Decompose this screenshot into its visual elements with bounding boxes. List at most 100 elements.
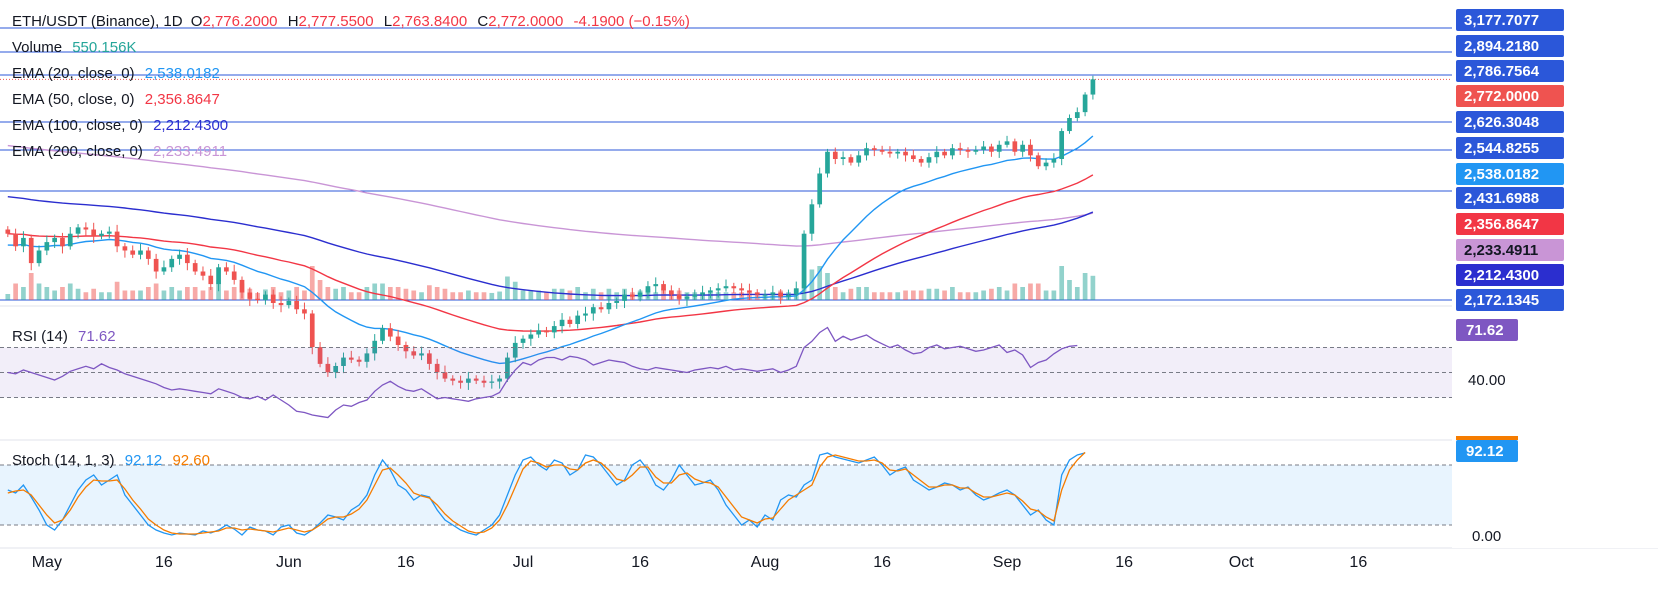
rsi-label: RSI (14) bbox=[12, 328, 68, 345]
candle-body bbox=[106, 231, 112, 234]
volume-bar bbox=[856, 287, 862, 300]
candle-body bbox=[481, 380, 487, 383]
candle-body bbox=[895, 151, 901, 154]
candle bbox=[341, 352, 346, 374]
candle bbox=[926, 152, 932, 168]
candle bbox=[1051, 153, 1057, 168]
volume-legend: Volume 550.156K bbox=[12, 39, 142, 57]
price-axis-label: 2,626.3048 bbox=[1456, 111, 1564, 133]
candle-body bbox=[989, 146, 994, 152]
candle-body bbox=[973, 149, 979, 152]
candle bbox=[536, 323, 541, 338]
candle bbox=[747, 283, 752, 300]
volume-bar bbox=[653, 292, 659, 300]
volume-bar bbox=[965, 292, 971, 300]
rsi-legend: RSI (14) 71.62 bbox=[12, 328, 122, 346]
candle bbox=[153, 253, 159, 279]
candle bbox=[973, 145, 979, 155]
candle bbox=[871, 145, 877, 157]
candle bbox=[380, 324, 385, 345]
price-axis-label-bg bbox=[1456, 137, 1564, 159]
candle-body bbox=[75, 227, 81, 234]
volume-bar bbox=[224, 290, 229, 300]
candle-body bbox=[403, 344, 409, 352]
candle-body bbox=[778, 292, 783, 297]
candle-body bbox=[247, 292, 253, 299]
candle bbox=[598, 302, 604, 313]
close-value: 2,772.0000 bbox=[488, 13, 564, 30]
candle bbox=[83, 222, 89, 236]
candle-body bbox=[395, 336, 401, 345]
price-axis-label: 2,431.6988 bbox=[1456, 187, 1564, 209]
candle-body bbox=[83, 227, 89, 230]
candle bbox=[325, 357, 331, 377]
volume-bar bbox=[497, 291, 502, 300]
candle bbox=[520, 335, 526, 349]
candle-body bbox=[192, 263, 198, 272]
candle-body bbox=[832, 151, 838, 159]
volume-bar bbox=[60, 287, 65, 300]
volume-bar bbox=[1004, 290, 1010, 300]
candle-body bbox=[99, 233, 104, 236]
volume-bar bbox=[231, 287, 237, 300]
candle-body bbox=[629, 294, 635, 297]
candle bbox=[403, 341, 409, 359]
candle bbox=[965, 147, 971, 158]
candle bbox=[754, 289, 760, 298]
candle-body bbox=[161, 267, 167, 272]
candle bbox=[270, 289, 276, 309]
candle bbox=[957, 142, 963, 156]
candle bbox=[28, 234, 34, 271]
ema20-line bbox=[7, 135, 1094, 365]
price-axis-label-text: 2,772.0000 bbox=[1464, 88, 1539, 105]
candle bbox=[575, 310, 581, 329]
candle bbox=[739, 283, 744, 297]
candle-body bbox=[309, 313, 315, 348]
volume-bar bbox=[911, 290, 916, 300]
candle-body bbox=[278, 302, 284, 306]
candle bbox=[723, 279, 729, 292]
volume-bar bbox=[981, 290, 986, 300]
candle bbox=[786, 289, 791, 301]
candle-body bbox=[950, 148, 955, 156]
candle bbox=[427, 350, 432, 370]
candle-body bbox=[1067, 117, 1072, 132]
stoch-k-value: 92.12 bbox=[124, 452, 163, 469]
candle-body bbox=[598, 307, 604, 310]
candle bbox=[825, 148, 830, 178]
candle bbox=[544, 326, 549, 338]
candle-body bbox=[91, 229, 97, 236]
volume-bar bbox=[809, 269, 815, 300]
candle bbox=[903, 147, 908, 162]
ema50-label: EMA (50, close, 0) bbox=[12, 91, 135, 108]
candle bbox=[411, 346, 417, 359]
ema200-value: 2,233.4911 bbox=[153, 143, 228, 160]
ema100-line bbox=[7, 196, 1094, 297]
candle bbox=[1090, 75, 1096, 100]
candle-body bbox=[512, 342, 518, 358]
volume-bar bbox=[895, 292, 901, 300]
volume-bar bbox=[832, 287, 838, 300]
candle bbox=[208, 268, 214, 290]
candle bbox=[1043, 158, 1049, 171]
low-value: 2,763.8400 bbox=[392, 13, 468, 30]
candle bbox=[731, 282, 737, 293]
candle-body bbox=[36, 250, 42, 264]
volume-bar bbox=[341, 287, 346, 300]
candle bbox=[887, 146, 893, 158]
candle-body bbox=[520, 338, 526, 343]
candle-body bbox=[239, 279, 245, 293]
volume-bar bbox=[536, 290, 541, 300]
time-axis-label: Sep bbox=[993, 554, 1022, 571]
price-axis-label-text: 2,172.1345 bbox=[1464, 292, 1539, 309]
candle-body bbox=[606, 302, 612, 310]
volume-bar bbox=[411, 290, 417, 300]
price-axis-label: 2,172.1345 bbox=[1456, 289, 1564, 311]
volume-bar bbox=[575, 287, 581, 300]
candle bbox=[637, 289, 643, 302]
price-axis-label-bg bbox=[1456, 213, 1564, 235]
price-axis-label: 3,177.7077 bbox=[1456, 9, 1564, 31]
volume-bar bbox=[606, 288, 612, 300]
